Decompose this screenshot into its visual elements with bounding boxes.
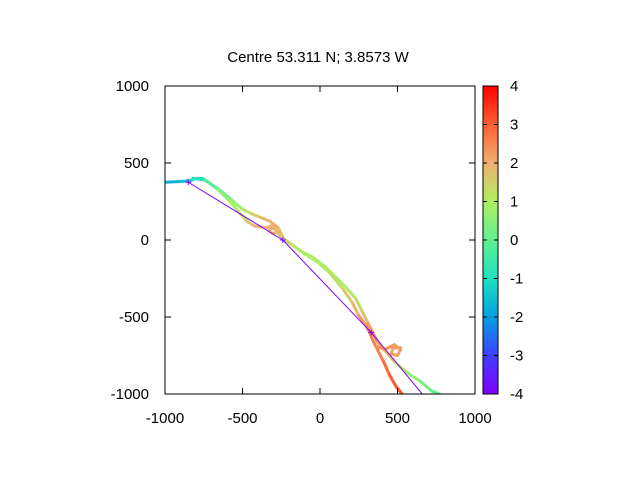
series-0 xyxy=(165,176,441,394)
track-segment xyxy=(290,243,306,256)
track-segment xyxy=(165,179,182,184)
colorbar-tick-label: 1 xyxy=(510,194,518,211)
track-segment xyxy=(394,384,404,394)
colorbar-tick-label: -3 xyxy=(510,348,523,365)
track-segment xyxy=(327,270,345,291)
colorbar-tick-label: -1 xyxy=(510,271,523,288)
colorbar-tick-label: 3 xyxy=(510,117,518,134)
track-segment xyxy=(227,198,240,213)
track-segment xyxy=(419,380,434,393)
track-segment xyxy=(241,207,254,216)
track-segment xyxy=(259,216,272,224)
track-segment xyxy=(344,286,358,301)
y-tick-label: 500 xyxy=(124,155,149,172)
track-segment xyxy=(383,349,396,364)
track-segment xyxy=(430,389,441,394)
track-segment xyxy=(203,178,220,191)
colorbar-tick-label: 2 xyxy=(510,155,518,172)
track-segment xyxy=(230,198,244,211)
x-tick-label: 0 xyxy=(316,410,324,427)
x-axis: -1000 -500 0 500 1000 xyxy=(146,86,492,427)
colorbar-tick-label: -2 xyxy=(510,309,523,326)
x-tick-label: -1000 xyxy=(146,410,184,427)
series-2 xyxy=(374,343,403,357)
x-tick-label: -500 xyxy=(227,410,257,427)
track-segment xyxy=(236,209,249,224)
colorbar-axis: -4 -3 -2 -1 0 1 2 3 4 xyxy=(483,78,523,403)
track-segment xyxy=(405,370,423,384)
track-segment xyxy=(315,260,331,274)
track-segment xyxy=(374,344,387,351)
chart-title: Centre 53.311 N; 3.8573 W xyxy=(227,49,409,66)
track-segment xyxy=(272,226,283,239)
track-segment xyxy=(383,343,396,351)
y-axis: -1000 -500 0 500 1000 xyxy=(111,78,475,403)
y-tick-label: 0 xyxy=(141,232,149,249)
track-segment xyxy=(303,252,319,264)
track-segment xyxy=(354,297,364,313)
track-segment xyxy=(366,321,375,334)
x-tick-label: 500 xyxy=(385,410,410,427)
track-segment xyxy=(351,301,361,317)
track-segment xyxy=(191,176,207,182)
track-segment xyxy=(357,313,368,328)
colorbar-tick-label: 0 xyxy=(510,232,518,249)
track-segment xyxy=(382,360,392,378)
track-segment xyxy=(375,347,386,364)
x-tick-label: 1000 xyxy=(458,410,491,427)
y-tick-label: -1000 xyxy=(111,386,149,403)
track-segment xyxy=(250,212,263,220)
series-3 xyxy=(185,179,423,394)
colorbar-tick-label: 4 xyxy=(510,78,518,95)
plot-frame xyxy=(164,85,476,395)
y-tick-label: 1000 xyxy=(116,78,149,95)
straight-line xyxy=(187,181,423,394)
track-segment xyxy=(360,309,370,325)
track-segment xyxy=(341,287,355,305)
series-1 xyxy=(191,176,404,394)
track-segment xyxy=(388,374,398,388)
track-segment xyxy=(334,275,348,290)
y-tick-label: -500 xyxy=(119,309,149,326)
track-segment xyxy=(245,220,257,228)
colorbar-tick-label: -4 xyxy=(510,386,523,403)
track-segment xyxy=(216,187,231,202)
plot-series xyxy=(165,176,441,394)
